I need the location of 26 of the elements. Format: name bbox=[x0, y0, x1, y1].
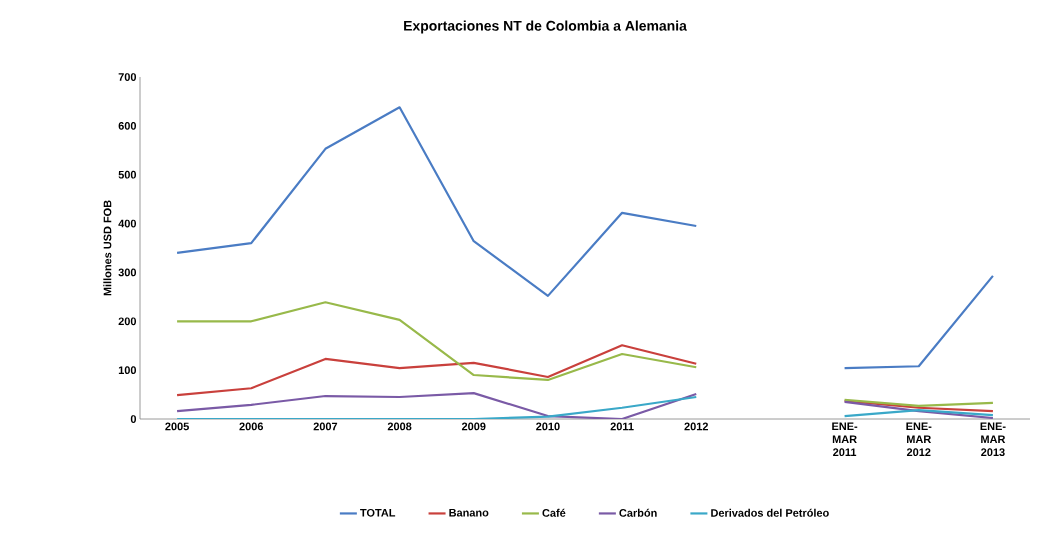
x-tick-label: 2008 bbox=[387, 422, 412, 431]
y-tick-label: 200 bbox=[118, 317, 137, 326]
x-tick-label: 2010 bbox=[536, 422, 560, 431]
y-tick-label: 100 bbox=[118, 366, 137, 375]
x-tick-label: ENE-MAR 2011 bbox=[832, 422, 858, 457]
x-tick-label: 2011 bbox=[610, 422, 634, 431]
y-tick-label: 0 bbox=[130, 415, 137, 423]
y-tick-label: 400 bbox=[118, 219, 137, 228]
x-tick-label: ENE-MAR 2012 bbox=[906, 422, 932, 457]
legend-label: Banano bbox=[449, 508, 489, 517]
x-tick-label: 2009 bbox=[461, 422, 486, 431]
legend-label: Café bbox=[542, 508, 566, 517]
legend-label: Carbón bbox=[619, 508, 657, 517]
x-tick-label: 2012 bbox=[684, 422, 708, 431]
legend-label: TOTAL bbox=[360, 508, 396, 517]
y-axis-title: Millones USD FOB bbox=[103, 200, 112, 296]
y-tick-label: 700 bbox=[118, 73, 137, 81]
y-tick-label: 600 bbox=[118, 121, 137, 130]
x-tick-label: ENE-MAR 2013 bbox=[980, 422, 1006, 457]
y-tick-label: 300 bbox=[118, 268, 137, 277]
x-tick-label: 2006 bbox=[239, 422, 264, 431]
x-tick-label: 2007 bbox=[313, 422, 338, 431]
legend-label: Derivados del Petróleo bbox=[711, 508, 829, 517]
chart-title: Exportaciones NT de Colombia a Alemania bbox=[404, 20, 687, 34]
y-tick-label: 500 bbox=[118, 170, 137, 179]
x-tick-label: 2005 bbox=[165, 422, 189, 431]
